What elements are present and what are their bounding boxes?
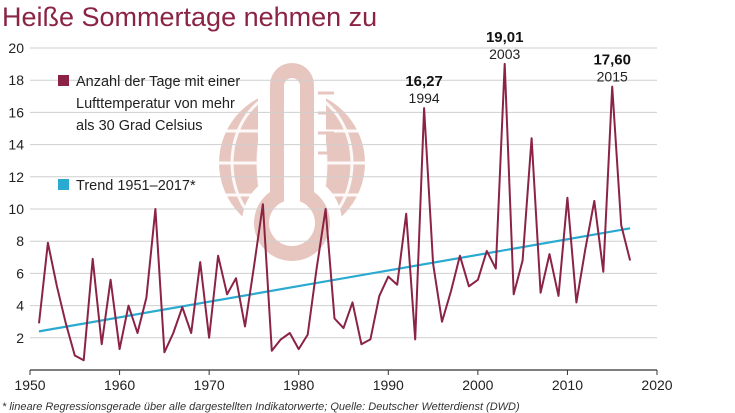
x-tick-label-1950: 1950 bbox=[14, 377, 45, 393]
annotation-value-2003: 19,01 bbox=[486, 29, 524, 46]
y-tick-label-6: 6 bbox=[16, 265, 24, 281]
y-tick-label-12: 12 bbox=[8, 169, 24, 185]
legend-swatch-trend bbox=[58, 179, 69, 190]
legend-label-days-line1: Anzahl der Tage mit einer bbox=[76, 74, 240, 90]
x-tick-label-2020: 2020 bbox=[641, 377, 672, 393]
annotation-year-2003: 2003 bbox=[489, 46, 520, 62]
y-tick-label-16: 16 bbox=[8, 104, 24, 120]
footnote: * lineare Regressionsgerade über alle da… bbox=[2, 401, 520, 413]
y-tick-label-14: 14 bbox=[8, 137, 24, 153]
y-tick-label-4: 4 bbox=[16, 298, 24, 314]
y-tick-label-18: 18 bbox=[8, 72, 24, 88]
chart-title: Heiße Sommertage nehmen zu bbox=[2, 2, 377, 32]
legend-label-days-line3: als 30 Grad Celsius bbox=[76, 118, 203, 134]
days-series-line bbox=[38, 62, 632, 362]
y-tick-label-8: 8 bbox=[16, 233, 24, 249]
x-tick-label-2010: 2010 bbox=[552, 377, 583, 393]
y-tick-label-2: 2 bbox=[16, 330, 24, 346]
x-tick-label-1980: 1980 bbox=[283, 377, 314, 393]
legend-label-trend: Trend 1951–2017* bbox=[76, 178, 196, 194]
y-tick-label-20: 20 bbox=[8, 40, 24, 56]
legend: Anzahl der Tage mit einer Lufttemperatur… bbox=[58, 74, 240, 194]
trend-line bbox=[38, 227, 631, 333]
annotation-value-2015: 17,60 bbox=[593, 52, 631, 69]
annotation-year-2015: 2015 bbox=[597, 69, 628, 85]
annotation-value-1994: 16,27 bbox=[405, 73, 443, 90]
y-tick-label-10: 10 bbox=[8, 201, 24, 217]
x-tick-label-2000: 2000 bbox=[462, 377, 493, 393]
x-tick-label-1990: 1990 bbox=[373, 377, 404, 393]
legend-label-days-line2: Lufttemperatur von mehr bbox=[76, 96, 235, 112]
x-tick-label-1970: 1970 bbox=[194, 377, 225, 393]
annotation-year-1994: 1994 bbox=[409, 90, 440, 106]
x-tick-label-1960: 1960 bbox=[104, 377, 135, 393]
legend-swatch-days bbox=[58, 75, 69, 86]
thermometer-globe-icon bbox=[219, 51, 365, 273]
